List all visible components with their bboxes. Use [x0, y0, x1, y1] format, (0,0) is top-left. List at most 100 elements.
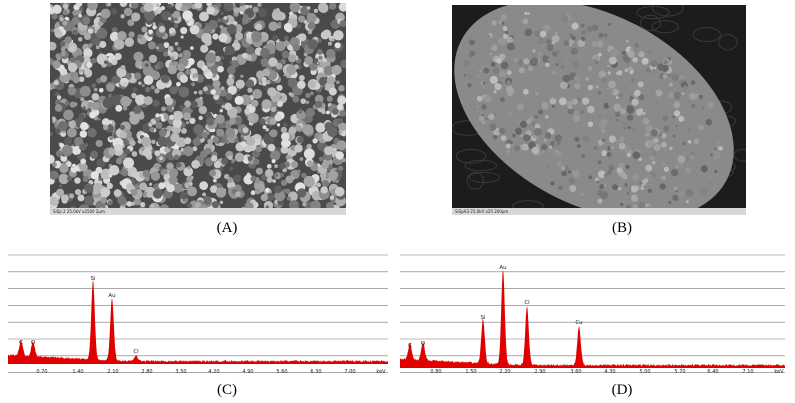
grain — [90, 171, 100, 180]
surface — [515, 23, 522, 30]
grain — [144, 63, 149, 68]
surface — [518, 67, 525, 74]
grain — [123, 148, 131, 155]
grain — [133, 197, 142, 206]
grain — [115, 104, 123, 112]
surface — [598, 70, 606, 79]
surface — [506, 149, 510, 154]
surface — [528, 65, 534, 72]
grain — [72, 163, 77, 168]
grain — [93, 87, 98, 92]
grain — [60, 46, 66, 52]
surface — [621, 50, 626, 55]
surface — [587, 84, 594, 91]
surface — [502, 26, 508, 31]
grain — [97, 21, 103, 27]
grain — [191, 159, 200, 169]
grain — [173, 10, 181, 19]
grain — [50, 28, 55, 33]
grain — [120, 14, 125, 19]
grain — [67, 86, 77, 96]
grain — [55, 150, 63, 158]
grain — [100, 187, 111, 198]
surface — [608, 164, 615, 171]
x-tick-label: 4.20 — [208, 369, 219, 375]
grain — [82, 106, 86, 110]
surface — [589, 184, 592, 187]
grain — [167, 145, 171, 149]
grain — [321, 161, 329, 169]
surface — [559, 81, 568, 90]
grain — [261, 35, 268, 42]
x-tick-label: 1.40 — [72, 369, 83, 375]
grain — [99, 40, 107, 48]
grain — [331, 108, 339, 115]
surface — [713, 151, 721, 159]
surface — [574, 82, 581, 90]
grain — [199, 11, 209, 22]
grain — [303, 175, 315, 187]
grain — [53, 27, 60, 35]
peak-label: Cl — [133, 349, 139, 355]
surface — [496, 57, 502, 64]
surface — [689, 154, 695, 160]
grain — [143, 191, 147, 196]
grain — [207, 138, 214, 145]
grain — [323, 65, 334, 76]
grain — [328, 3, 337, 10]
grain — [271, 159, 276, 164]
surface — [661, 64, 669, 72]
surface — [668, 74, 672, 78]
grain — [82, 16, 91, 25]
grain — [326, 110, 330, 115]
grain — [190, 100, 198, 109]
grain — [327, 41, 332, 46]
surface — [598, 91, 602, 95]
surface — [644, 203, 648, 207]
grain — [206, 117, 215, 126]
surface — [608, 56, 617, 65]
surface — [524, 28, 533, 37]
grain — [149, 182, 153, 186]
grain — [198, 105, 208, 115]
grain — [321, 195, 326, 201]
surface — [591, 24, 599, 31]
x-tick-label: 4.90 — [242, 369, 253, 375]
surface — [546, 166, 549, 169]
surface — [499, 70, 506, 78]
surface — [557, 141, 561, 145]
grain — [176, 137, 187, 148]
grain — [182, 49, 192, 59]
surface — [520, 134, 524, 138]
x-tick-label: 2.20 — [499, 369, 510, 375]
grain — [121, 169, 129, 177]
surface — [590, 22, 593, 25]
surface — [499, 97, 505, 103]
grain — [211, 201, 219, 209]
grain — [322, 29, 332, 39]
grain — [274, 164, 279, 169]
surface — [597, 190, 603, 196]
surface — [556, 161, 562, 167]
bg-texture — [468, 171, 501, 183]
grain — [295, 124, 302, 132]
grain — [174, 41, 179, 46]
surface — [606, 151, 612, 158]
grain — [60, 194, 69, 203]
grain — [120, 96, 131, 107]
grain — [131, 171, 139, 179]
surface — [675, 124, 678, 128]
grain — [168, 168, 179, 178]
spectrum-c: C O Si Au Cl 0.70 1.40 2.10 2.80 3.50 4.20 4.90 5.60… — [8, 254, 388, 375]
grain — [261, 81, 267, 87]
grain — [137, 34, 143, 39]
grain — [160, 74, 170, 84]
grain — [180, 5, 188, 12]
grain — [283, 40, 290, 47]
grain — [131, 151, 138, 157]
surface — [574, 136, 580, 142]
grain — [169, 27, 176, 34]
grain — [150, 171, 161, 181]
surface — [677, 155, 686, 164]
grain — [72, 76, 80, 84]
